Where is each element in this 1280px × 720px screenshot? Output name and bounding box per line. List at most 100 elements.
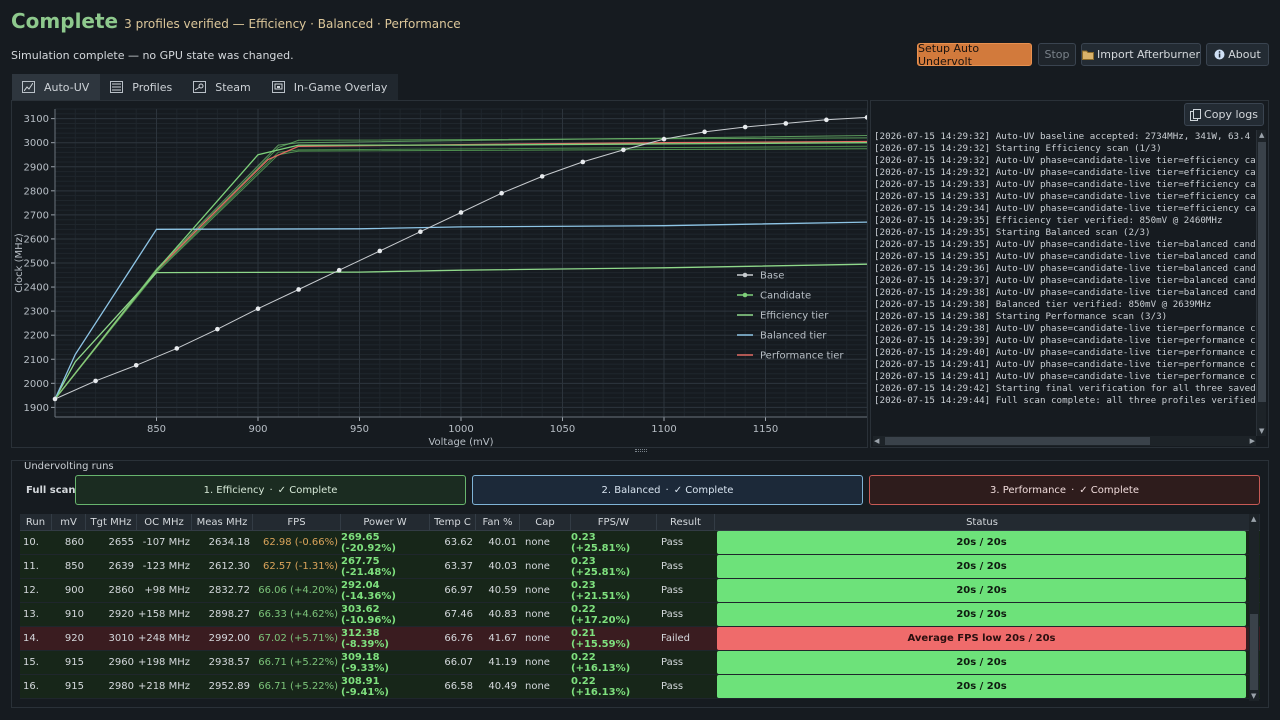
cell-cap: none: [525, 657, 550, 668]
cell-temp: 67.46: [444, 609, 473, 620]
cell-result: Pass: [661, 657, 684, 668]
y-tick-label: 2700: [24, 210, 49, 221]
log-line: [2026-07-15 14:29:35] Starting Balanced …: [874, 227, 1151, 238]
tab-profiles[interactable]: Profiles: [100, 74, 183, 100]
col-cap[interactable]: Cap: [520, 514, 571, 530]
scroll-up-icon[interactable]: ▲: [1251, 515, 1257, 523]
cell-power: 292.04 (-14.36%): [341, 579, 396, 602]
cell-tgt-mhz: 2860: [108, 585, 134, 596]
tab-steam[interactable]: Steam: [183, 74, 262, 100]
overlay-icon: [271, 81, 285, 93]
x-tick-label: 950: [350, 424, 369, 435]
y-tick-label: 2200: [24, 331, 49, 342]
y-tick-label: 2500: [24, 259, 49, 270]
cell-run: 13.: [23, 609, 39, 620]
log-line: [2026-07-15 14:29:38] Starting Performan…: [874, 311, 1168, 322]
cell-result: Pass: [661, 609, 684, 620]
base-point: [418, 229, 423, 235]
cell-tgt-mhz: 2980: [108, 681, 134, 692]
table-header: Run mV Tgt MHz OC MHz Meas MHz FPS Power…: [20, 514, 1260, 531]
base-point: [661, 136, 667, 142]
phase-performance[interactable]: 3. Performance · ✓ Complete: [869, 475, 1260, 505]
cell-cap: none: [525, 609, 550, 620]
scroll-right-icon[interactable]: ▶: [1249, 437, 1255, 445]
base-point: [783, 121, 789, 126]
cell-status: 20s / 20s: [715, 531, 1250, 554]
stop-button[interactable]: Stop: [1038, 43, 1076, 66]
col-mv[interactable]: mV: [52, 514, 86, 530]
tab-in-game-overlay[interactable]: In-Game Overlay: [262, 74, 399, 100]
cell-result: Pass: [661, 681, 684, 692]
scroll-down-icon[interactable]: ▼: [1259, 427, 1265, 435]
cell-cap: none: [525, 561, 550, 572]
phase-balanced[interactable]: 2. Balanced · ✓ Complete: [472, 475, 863, 505]
stop-button-label: Stop: [1044, 48, 1070, 61]
col-run[interactable]: Run: [20, 514, 52, 530]
cell-mv: 915: [64, 657, 84, 668]
scroll-down-icon[interactable]: ▼: [1251, 692, 1257, 700]
log-vertical-scrollbar[interactable]: ▲ ▼: [1256, 130, 1266, 436]
title-row: Complete 3 profiles verified — Efficienc…: [11, 9, 461, 39]
log-vscroll-thumb[interactable]: [1258, 142, 1266, 402]
y-tick-label: 2100: [24, 355, 49, 366]
col-temp[interactable]: Temp C: [430, 514, 476, 530]
legend-marker: [742, 292, 748, 298]
cell-fps-per-watt: 0.23 (+25.81%): [571, 531, 631, 554]
table-row[interactable]: 11. 850 2639 -123 MHz 2612.30 62.57 (-1.31%) 2…: [20, 555, 1260, 579]
table-row[interactable]: 16. 915 2980 +218 MHz 2952.89 66.71 (+5.22%) 3…: [20, 675, 1260, 699]
phase-efficiency[interactable]: 1. Efficiency · ✓ Complete: [75, 475, 466, 505]
col-tgt-mhz[interactable]: Tgt MHz: [86, 514, 137, 530]
col-fps-per-watt[interactable]: FPS/W: [571, 514, 657, 530]
splitter-grip[interactable]: [635, 449, 647, 452]
log-line: [2026-07-15 14:29:35] Efficiency tier ve…: [874, 215, 1223, 226]
cell-tgt-mhz: 2655: [108, 537, 134, 548]
col-power[interactable]: Power W: [341, 514, 430, 530]
log-line: [2026-07-15 14:29:34] Auto-UV phase=cand…: [874, 203, 1256, 214]
log-line: [2026-07-15 14:29:32] Auto-UV baseline a…: [874, 131, 1256, 142]
y-tick-label: 2300: [24, 307, 49, 318]
cell-fan: 40.83: [488, 609, 517, 620]
folder-icon: [1082, 50, 1095, 60]
log-panel: Copy logs [2026-07-15 14:29:32] Auto-UV …: [870, 100, 1269, 448]
x-axis-label: Voltage (mV): [428, 437, 493, 447]
col-fan[interactable]: Fan %: [476, 514, 520, 530]
col-oc-mhz[interactable]: OC MHz: [137, 514, 192, 530]
cell-fan: 41.19: [488, 657, 517, 668]
log-hscroll-thumb[interactable]: [885, 437, 1150, 445]
table-row[interactable]: 10. 860 2655 -107 MHz 2634.18 62.98 (-0.66%) 2…: [20, 531, 1260, 555]
setup-auto-undervolt-button[interactable]: Setup Auto Undervolt: [917, 42, 1032, 68]
x-tick-label: 1050: [550, 424, 575, 435]
page-title: Complete: [11, 9, 119, 33]
x-tick-label: 1150: [753, 424, 778, 435]
scroll-up-icon[interactable]: ▲: [1259, 131, 1265, 139]
col-fps[interactable]: FPS: [253, 514, 341, 530]
phase-status: ✓ Complete: [277, 484, 338, 496]
copy-logs-button[interactable]: Copy logs: [1184, 103, 1264, 126]
base-point: [93, 378, 98, 384]
log-horizontal-scrollbar[interactable]: ◀ ▶: [873, 436, 1256, 446]
col-status[interactable]: Status: [715, 514, 1250, 530]
table-row[interactable]: 14. 920 3010 +248 MHz 2992.00 67.02 (+5.71%) 3…: [20, 627, 1260, 651]
voltage-clock-chart[interactable]: 850 900 950 1000 1050 1100 1150 1900 2000 2100 220…: [12, 101, 870, 448]
tab-auto-uv[interactable]: Auto-UV: [12, 74, 101, 100]
cell-power: 309.18 (-9.33%): [341, 651, 389, 674]
tab-steam-label: Steam: [215, 80, 251, 94]
table-row[interactable]: 15. 915 2960 +198 MHz 2938.57 66.71 (+5.22%) 3…: [20, 651, 1260, 675]
col-meas-mhz[interactable]: Meas MHz: [192, 514, 253, 530]
cell-run: 12.: [23, 585, 39, 596]
series-candidate: [54, 142, 868, 400]
cell-fps: 62.98 (-0.66%): [263, 537, 338, 548]
about-button[interactable]: About: [1206, 43, 1269, 66]
cell-mv: 915: [64, 681, 84, 692]
scroll-left-icon[interactable]: ◀: [874, 437, 880, 445]
log-output[interactable]: [2026-07-15 14:29:32] Auto-UV baseline a…: [873, 130, 1256, 436]
table-scroll-thumb[interactable]: [1250, 614, 1258, 690]
log-line: [2026-07-15 14:29:33] Auto-UV phase=cand…: [874, 191, 1256, 202]
undervolting-runs-group: [11, 460, 1269, 708]
table-scrollbar[interactable]: ▲ ▼: [1249, 514, 1259, 701]
table-row[interactable]: 13. 910 2920 +158 MHz 2898.27 66.33 (+4.62%) 3…: [20, 603, 1260, 627]
table-row[interactable]: 12. 900 2860 +98 MHz 2832.72 66.06 (+4.20%) 29…: [20, 579, 1260, 603]
import-afterburner-button[interactable]: Import Afterburner: [1081, 43, 1201, 66]
info-icon: [1214, 49, 1225, 60]
col-result[interactable]: Result: [657, 514, 715, 530]
